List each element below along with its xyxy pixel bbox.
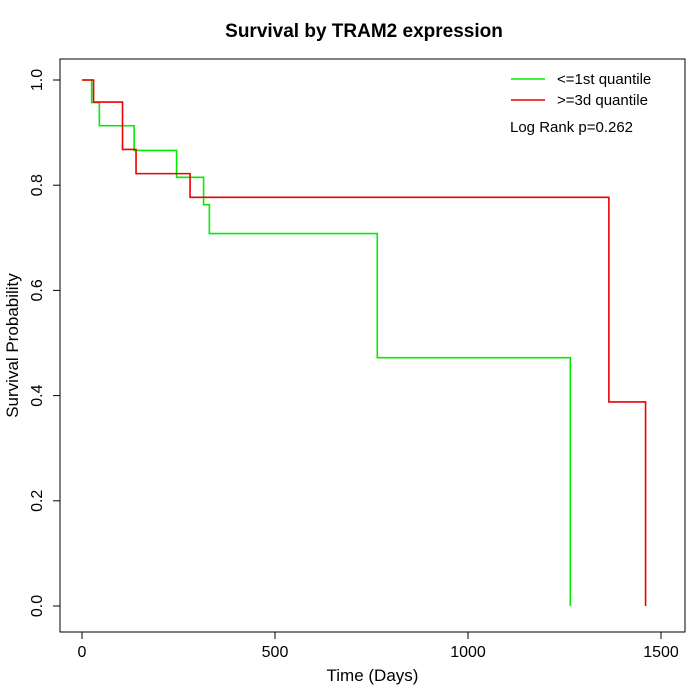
- x-tick-label: 1500: [643, 644, 679, 661]
- x-axis-label: Time (Days): [327, 666, 419, 685]
- legend-label: >=3d quantile: [557, 92, 648, 109]
- chart-title: Survival by TRAM2 expression: [225, 21, 503, 42]
- y-tick-label: 0.2: [29, 490, 46, 512]
- y-tick-label: 1.0: [29, 69, 46, 91]
- survival-curve-high: [82, 79, 647, 606]
- y-tick-label: 0.8: [29, 174, 46, 196]
- x-tick-label: 0: [78, 644, 87, 661]
- legend: <=1st quantile >=3d quantile: [511, 71, 651, 109]
- plot-frame: [59, 58, 686, 633]
- log-rank-annotation: Log Rank p=0.262: [510, 119, 633, 136]
- x-tick-label: 500: [262, 644, 289, 661]
- series-group: [82, 79, 647, 606]
- x-tick-label: 1000: [450, 644, 486, 661]
- y-axis-label: Survival Probability: [3, 273, 22, 418]
- y-tick-label: 0.0: [29, 595, 46, 617]
- legend-label: <=1st quantile: [557, 71, 651, 88]
- y-axis: 0.0 0.2 0.4 0.6 0.8 1.0: [29, 69, 61, 617]
- y-tick-label: 0.6: [29, 279, 46, 301]
- x-axis: 0 500 1000 1500: [78, 631, 679, 661]
- y-tick-label: 0.4: [29, 384, 46, 406]
- survival-curve-low: [82, 79, 572, 606]
